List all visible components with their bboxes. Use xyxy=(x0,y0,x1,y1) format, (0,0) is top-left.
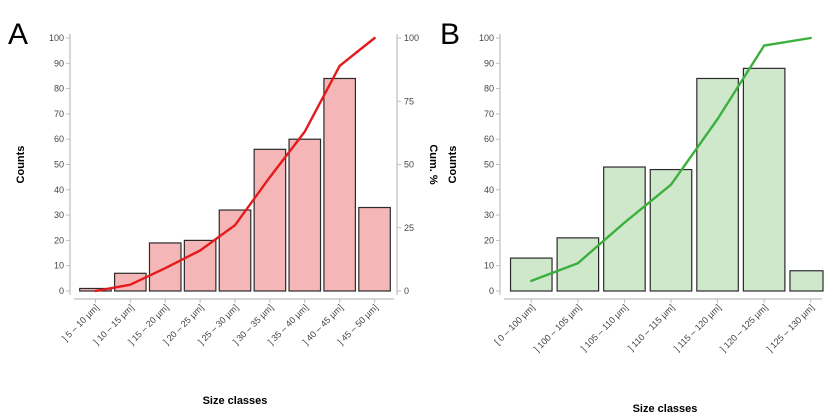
x-tick-label: ] 105 – 110 µm] xyxy=(579,302,630,353)
bar xyxy=(358,206,391,292)
y-tick-label: 70 xyxy=(54,109,64,119)
bar xyxy=(183,239,217,292)
y-tick-label: 20 xyxy=(484,235,494,245)
cumulative-line xyxy=(94,36,376,293)
bar xyxy=(603,166,646,292)
y2-tick-label: 25 xyxy=(404,223,414,233)
y-tick-label: 0 xyxy=(59,286,64,296)
bar xyxy=(148,242,182,292)
y-tick-label: 90 xyxy=(54,58,64,68)
bar xyxy=(288,138,322,292)
bar xyxy=(113,272,147,292)
x-axis-title: Size classes xyxy=(203,395,268,407)
bar xyxy=(253,148,287,292)
bar xyxy=(649,168,693,292)
x-tick-label: ] 120 – 125 µm] xyxy=(718,302,769,353)
y-tick-label: 70 xyxy=(484,109,494,119)
y-axis-title: Counts xyxy=(447,146,459,184)
y-tick-label: 60 xyxy=(54,134,64,144)
y-tick-label: 40 xyxy=(54,185,64,195)
bar xyxy=(742,67,786,292)
x-tick-label: ] 125 – 130 µm] xyxy=(765,302,816,353)
y-tick-label: 10 xyxy=(54,261,64,271)
y-tick-label: 80 xyxy=(484,84,494,94)
y-tick-label: 30 xyxy=(54,210,64,220)
bar xyxy=(789,270,824,292)
bar xyxy=(696,77,739,292)
y-tick-label: 80 xyxy=(54,84,64,94)
y-tick-label: 50 xyxy=(484,160,494,170)
panel-letter-b: B xyxy=(440,18,460,51)
y2-tick-label: 50 xyxy=(404,160,414,170)
y-tick-label: 0 xyxy=(489,286,494,296)
y-tick-label: 10 xyxy=(484,261,494,271)
y-tick-label: 20 xyxy=(54,235,64,245)
panel-letter-a: A xyxy=(8,18,28,51)
y-tick-label: 40 xyxy=(484,185,494,195)
x-axis-title: Size classes xyxy=(633,403,698,415)
x-tick-label: ] 100 – 105 µm] xyxy=(532,302,583,353)
y-tick-label: 30 xyxy=(484,210,494,220)
y-tick-label: 50 xyxy=(54,160,64,170)
y-tick-label: 90 xyxy=(484,58,494,68)
y2-tick-label: 100 xyxy=(404,33,419,43)
x-tick-label: ] 115 – 120 µm] xyxy=(672,302,723,353)
chart-panel-b: 0 10 20 30 40 50 60 70 80 90 100 [ 0 – 100 µm]] 100… xyxy=(447,33,824,415)
bar xyxy=(323,77,357,292)
x-tick-label: ] 110 – 115 µm] xyxy=(626,302,676,352)
y2-axis-title: Cum. % xyxy=(427,144,439,185)
y-axis-title: Counts xyxy=(15,146,27,184)
y2-tick-label: 75 xyxy=(404,96,414,106)
x-tick-label: [ 0 – 100 µm] xyxy=(492,302,536,346)
y-tick-label: 100 xyxy=(49,33,64,43)
bar xyxy=(218,209,252,292)
y2-tick-label: 0 xyxy=(404,286,409,296)
y-tick-label: 100 xyxy=(479,33,494,43)
y-tick-label: 60 xyxy=(484,134,494,144)
cumulative-line xyxy=(530,36,812,283)
